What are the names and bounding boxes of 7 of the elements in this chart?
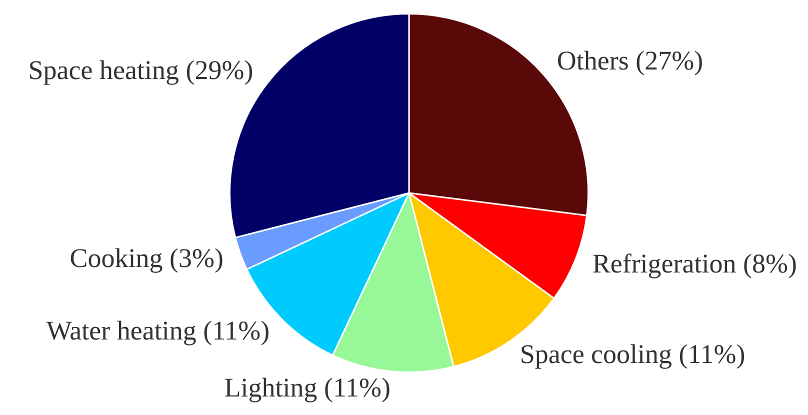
slice-label: Others (27%) xyxy=(556,46,704,76)
slice-label: Refrigeration (8%) xyxy=(592,248,797,279)
slice-label: Lighting (11%) xyxy=(224,372,390,402)
slice-label: Space cooling (11%) xyxy=(520,339,746,370)
slice-label: Water heating (11%) xyxy=(46,316,270,346)
slice-label: Space heating (29%) xyxy=(28,55,254,86)
slice-label: Cooking (3%) xyxy=(70,242,224,273)
